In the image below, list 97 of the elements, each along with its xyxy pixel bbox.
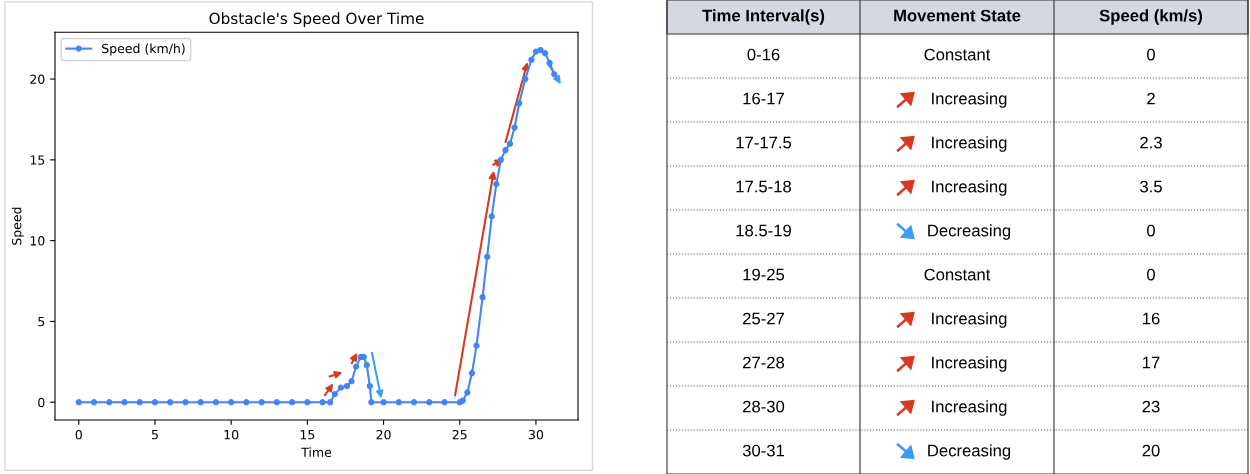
chart-title: Obstacle's Speed Over Time: [209, 12, 424, 28]
point: [468, 369, 476, 377]
point: [493, 180, 500, 188]
point: [506, 140, 514, 147]
text: 28-30: [743, 400, 785, 413]
point: [228, 399, 235, 406]
point: [464, 389, 471, 396]
point: [182, 399, 189, 406]
text: 27-28: [743, 356, 785, 369]
point: [522, 75, 529, 83]
y-tick-label: 5: [38, 317, 45, 327]
point: [151, 399, 159, 406]
point: [426, 399, 433, 406]
text: Decreasing: [928, 224, 1011, 240]
point: [511, 124, 518, 131]
point: [337, 384, 345, 391]
point: [541, 50, 549, 57]
point: [484, 253, 491, 260]
point: [327, 399, 334, 406]
point: [106, 399, 113, 406]
text: 17: [1143, 356, 1160, 369]
text: Constant: [924, 48, 991, 61]
text: 16-17: [743, 92, 784, 105]
point: [380, 399, 387, 406]
x-tick-label: 25: [452, 429, 467, 440]
text: Decreasing: [928, 444, 1011, 460]
text: Constant: [924, 268, 991, 281]
y-tick-label: 10: [30, 236, 45, 246]
text: 0: [1147, 268, 1155, 281]
text: 17.5-18: [736, 180, 792, 193]
point: [502, 147, 509, 154]
point: [75, 399, 82, 406]
point: [304, 399, 311, 406]
point: [537, 46, 544, 54]
point: [273, 399, 281, 406]
x-tick-label: 30: [528, 429, 544, 440]
category-label: Movement State: [894, 9, 1021, 22]
text: Increasing: [932, 136, 1007, 152]
y-tick-label: 20: [30, 74, 45, 85]
point: [363, 361, 370, 369]
text: 23: [1142, 400, 1160, 413]
text: 0: [1147, 48, 1155, 61]
text: 3.5: [1140, 180, 1162, 193]
point: [331, 390, 338, 398]
text: 0-16: [747, 48, 780, 61]
text: 19-25: [743, 268, 785, 281]
x-tick-label: 15: [300, 430, 315, 440]
point: [473, 342, 480, 349]
point: [258, 399, 265, 406]
text: Increasing: [932, 180, 1007, 196]
text: 0: [1147, 224, 1155, 237]
legend-label: Speed (km/h): [102, 43, 185, 56]
point: [528, 56, 535, 63]
y-axis-title: Speed: [11, 207, 24, 245]
point: [441, 399, 448, 406]
text: 2: [1147, 92, 1155, 105]
point: [516, 100, 523, 107]
text: 18.5-19: [736, 224, 791, 237]
point: [136, 399, 143, 406]
point: [546, 59, 553, 67]
point: [368, 399, 375, 406]
point: [319, 399, 326, 406]
x-tick-label: 20: [376, 429, 391, 440]
point: [488, 213, 495, 220]
point: [395, 399, 402, 406]
text: 2.3: [1140, 136, 1162, 149]
point: [197, 399, 204, 406]
text: 20: [1142, 444, 1160, 457]
point: [288, 399, 296, 406]
text: Increasing: [932, 312, 1007, 328]
point: [410, 399, 418, 406]
text: 30-31: [742, 444, 784, 457]
point: [366, 382, 373, 390]
y-tick-label: 15: [30, 155, 45, 165]
text: 16: [1143, 312, 1160, 325]
point: [212, 399, 220, 406]
text: Increasing: [932, 400, 1007, 416]
text: 25-27: [743, 312, 784, 325]
text: Increasing: [932, 356, 1007, 372]
category-label: Time Interval(s): [702, 9, 825, 25]
point: [479, 294, 486, 301]
category-label: Speed (km/s): [1099, 9, 1203, 25]
y-tick-label: 0: [38, 397, 45, 408]
x-tick-label: 0: [75, 429, 82, 440]
point: [352, 363, 360, 370]
text: Increasing: [932, 92, 1007, 108]
point: [90, 399, 98, 406]
x-axis-title: Time: [301, 447, 332, 458]
text: 17-17.5: [736, 136, 792, 149]
point: [167, 399, 174, 406]
point: [343, 382, 351, 390]
point: [243, 399, 250, 406]
point: [497, 156, 505, 163]
x-tick-label: 5: [151, 430, 158, 440]
x-tick-label: 10: [224, 429, 239, 440]
point: [348, 378, 355, 385]
point: [121, 399, 128, 406]
